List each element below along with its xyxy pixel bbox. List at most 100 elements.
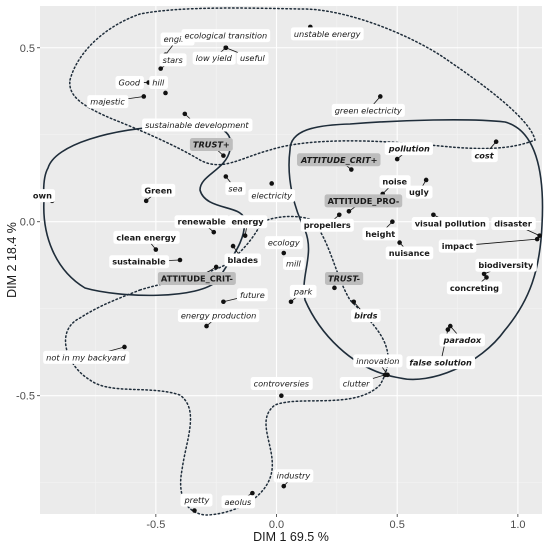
label-majestic: majestic <box>87 95 129 109</box>
label-bg-false-solution <box>406 356 476 370</box>
point-clean-energy <box>153 247 159 252</box>
label-text-nuisance: nuisance <box>389 248 431 258</box>
label-bg-own <box>29 189 56 203</box>
label-bg-clutter <box>339 377 374 391</box>
label-bg-green-electricity <box>331 103 405 117</box>
label-park: park <box>289 284 317 298</box>
point-green-electricity <box>377 94 383 99</box>
group-outline-top-dotted <box>69 7 536 166</box>
label-text-energy: energy <box>231 217 264 227</box>
point-ugly <box>423 177 429 183</box>
label-attitude-pro: ATTITUDE_PRO- <box>324 194 403 208</box>
label-text-ecology: ecology <box>268 238 300 248</box>
point-trust <box>332 285 337 291</box>
point-ecology <box>281 250 287 256</box>
y-tick-label: 0.0 <box>20 217 35 229</box>
label-blades: blades <box>224 253 262 267</box>
point-attitude-crit <box>213 264 219 270</box>
label-bg-birds <box>351 309 381 323</box>
label-concreting: concreting <box>446 281 503 295</box>
point-not-in-my-backyard <box>122 344 127 350</box>
label-bg-noise <box>379 175 411 189</box>
label-text-future: future <box>240 290 265 300</box>
label-low-yield: low yield <box>192 51 236 65</box>
point-aeolus <box>250 490 255 496</box>
label-sustainable-development: sustainable development <box>142 118 253 132</box>
label-paradox: paradox <box>439 333 485 347</box>
label-bg-height <box>362 227 399 241</box>
label-bg-renewable <box>174 215 230 229</box>
label-trust: TRUST- <box>324 271 364 285</box>
label-bg-mill <box>283 256 305 270</box>
label-text-birds: birds <box>354 311 378 321</box>
label-bg-pretty <box>180 493 213 507</box>
label-attitude-crit: ATTITUDE_CRIT- <box>157 271 236 285</box>
label-text-pollution: pollution <box>388 144 430 154</box>
point-false-solution <box>445 327 451 332</box>
label-bg-propellers <box>300 218 354 232</box>
label-text-green-electricity: green electricity <box>335 105 402 115</box>
label-controversies: controversies <box>250 377 313 391</box>
label-cost: cost <box>471 149 498 163</box>
label-bg-controversies <box>250 377 313 391</box>
label-bg-hill <box>149 76 168 90</box>
label-bg-not-in-my-backyard <box>43 350 130 364</box>
label-electricity: electricity <box>248 189 296 203</box>
label-visual-pollution: visual pollution <box>411 216 490 230</box>
point-renewable <box>211 229 217 235</box>
label-nuisance: nuisance <box>385 246 434 260</box>
label-bg-majestic <box>87 95 129 109</box>
label-text-ecological-transition: ecological transition <box>184 31 267 41</box>
label-text-attitude-crit: ATTITUDE_CRIT- <box>161 273 233 283</box>
label-bg-low-yield <box>192 51 236 65</box>
label-bg-biodiversity <box>475 258 537 272</box>
point-paradox <box>447 323 453 329</box>
label-text-blades: blades <box>227 255 258 265</box>
point-visual-pollution <box>431 212 436 218</box>
label-future: future <box>236 288 268 302</box>
label-industry: industry <box>273 469 314 483</box>
label-bg-cost <box>471 149 498 163</box>
point-useful <box>223 45 229 51</box>
point-biodiversity <box>481 271 487 277</box>
label-green-electricity: green electricity <box>331 103 405 117</box>
y-axis-ticks: -0.5 0.0 0.5 <box>16 43 40 403</box>
label-stars: stars <box>159 53 187 67</box>
label-useful: useful <box>236 51 269 65</box>
label-trust: TRUST+ <box>189 137 233 151</box>
point-birds <box>351 299 357 305</box>
label-height: height <box>362 227 399 241</box>
label-text-controversies: controversies <box>254 379 310 389</box>
point-trust <box>221 153 226 158</box>
label-bg-stars <box>159 53 187 67</box>
label-text-paradox: paradox <box>442 335 481 345</box>
label-text-propellers: propellers <box>304 220 351 230</box>
label-bg-nuisance <box>385 246 434 260</box>
point-clutter <box>382 372 388 378</box>
label-energy: energy <box>228 215 268 229</box>
point-height <box>390 219 395 225</box>
point-energy-production <box>204 323 209 329</box>
label-text-sea: sea <box>228 184 242 194</box>
label-bg-park <box>289 284 317 298</box>
label-text-renewable: renewable <box>178 217 227 227</box>
point-disaster <box>537 233 542 238</box>
label-text-own: own <box>33 191 52 201</box>
label-attitude-crit: ATTITUDE_CRIT+ <box>297 153 381 167</box>
label-bg-sea <box>225 182 246 196</box>
point-sustainable <box>177 257 183 263</box>
label-text-engine: engine <box>164 34 192 44</box>
label-energy-production: energy production <box>177 309 260 323</box>
label-text-majestic: majestic <box>90 97 125 107</box>
label-bg-paradox <box>439 333 485 347</box>
label-bg-blades <box>224 253 262 267</box>
label-text-ugly: ugly <box>409 187 429 197</box>
x-tick-label: 0.5 <box>390 519 405 531</box>
label-text-concreting: concreting <box>450 283 499 293</box>
label-text-impact: impact <box>442 241 474 251</box>
point-industry <box>281 483 287 489</box>
point-green <box>143 198 149 204</box>
label-bg-energy <box>228 215 268 229</box>
point-stars <box>158 66 163 71</box>
label-text-attitude-crit: ATTITUDE_CRIT+ <box>300 155 377 165</box>
